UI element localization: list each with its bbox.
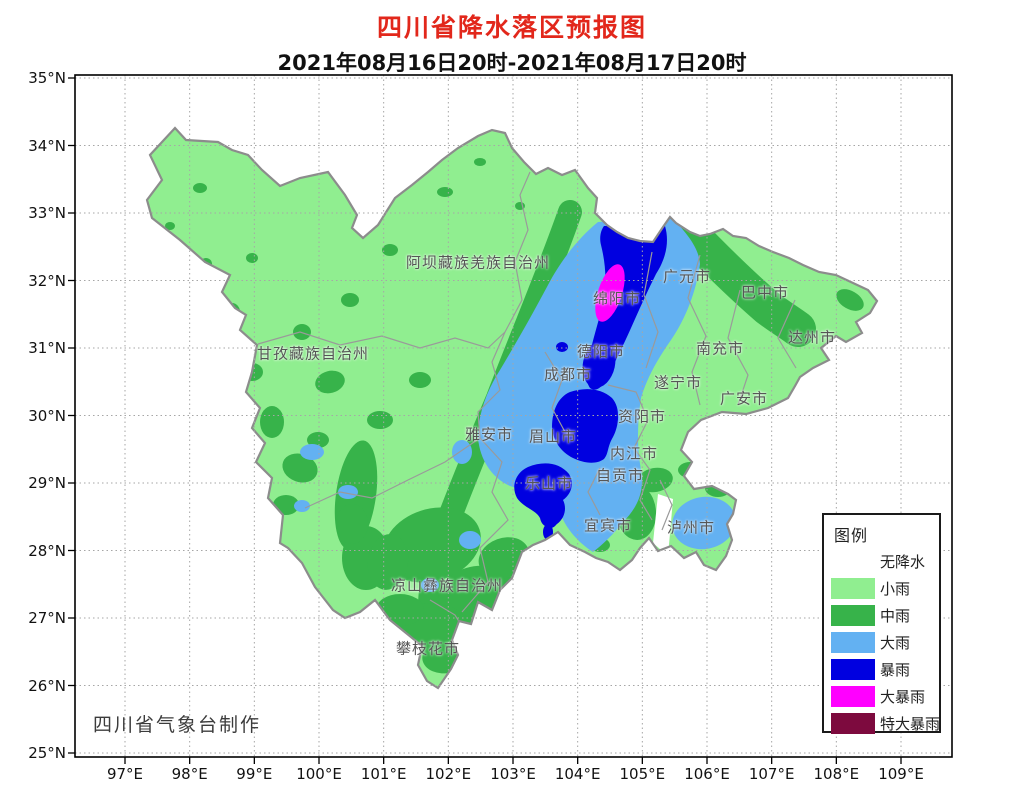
legend-rows: 无降水小雨中雨大雨暴雨大暴雨特大暴雨: [824, 548, 941, 737]
legend-row: 中雨: [824, 602, 939, 629]
x-tick-label: 104°E: [554, 765, 601, 783]
y-tick-label: 28°N: [28, 541, 66, 560]
city-boundaries: [257, 171, 797, 641]
x-tick-label: 106°E: [684, 765, 730, 783]
heavy-rainstorm-area: [595, 264, 625, 322]
map-region-label: 甘孜藏族自治州: [256, 344, 370, 363]
legend-label: 特大暴雨: [880, 715, 941, 733]
legend-row: 暴雨: [824, 656, 939, 683]
legend-swatch-heavy_rain: [831, 632, 875, 653]
legend-row: 特大暴雨: [824, 710, 941, 737]
map-region-label: 自贡市: [595, 466, 645, 485]
y-tick-label: 25°N: [28, 744, 66, 762]
map-region-label: 资阳市: [617, 407, 667, 426]
map-region-label: 眉山市: [528, 427, 578, 446]
x-tick-label: 98°E: [171, 765, 208, 783]
map-region-label: 广元市: [662, 267, 712, 286]
x-tick-label: 99°E: [236, 765, 273, 783]
legend-label: 中雨: [880, 607, 911, 625]
map-region-label: 泸州市: [666, 518, 716, 537]
map-region-label: 广安市: [719, 389, 769, 408]
y-tick-label: 26°N: [28, 676, 66, 695]
y-tick-label: 30°N: [28, 406, 66, 425]
rainstorm-areas: [514, 226, 667, 540]
legend-row: 小雨: [824, 575, 939, 602]
map-region-label: 德阳市: [576, 342, 626, 361]
map-region-label: 内江市: [609, 444, 659, 463]
map-region-label: 巴中市: [740, 283, 790, 302]
y-tick-label: 31°N: [28, 339, 66, 357]
legend-swatch-extreme_rainstorm: [831, 713, 875, 734]
map-region-label: 遂宁市: [653, 373, 703, 392]
map-region-label: 雅安市: [464, 425, 514, 444]
page-title: 四川省降水落区预报图: [376, 13, 647, 42]
legend-swatch-no_rain: [831, 551, 875, 572]
map-legend: 图例 无降水小雨中雨大雨暴雨大暴雨特大暴雨: [822, 513, 941, 734]
legend-swatch-rainstorm: [831, 659, 875, 680]
y-tick-label: 33°N: [28, 204, 66, 222]
y-tick-label: 35°N: [28, 69, 66, 87]
y-tick-label: 34°N: [28, 136, 66, 155]
forecast-period: 2021年08月16日20时-2021年08月17日20时: [277, 51, 747, 75]
legend-row: 大暴雨: [824, 683, 939, 710]
plot-border: [74, 74, 953, 758]
map-region-label: 攀枝花市: [395, 639, 461, 658]
x-tick-label: 109°E: [878, 765, 924, 783]
legend-row: 无降水: [824, 548, 939, 575]
legend-label: 大雨: [880, 634, 911, 652]
x-tick-label: 107°E: [748, 765, 795, 783]
map-region-label: 宜宾市: [583, 516, 633, 535]
map-region-label: 成都市: [543, 365, 593, 384]
map-region-label: 绵阳市: [592, 289, 642, 308]
y-tick-label: 29°N: [28, 474, 66, 492]
legend-swatch-heavy_rainstorm: [831, 686, 875, 707]
legend-title: 图例: [834, 526, 869, 545]
map-region-label: 南充市: [695, 339, 745, 358]
map-region-label: 达州市: [787, 328, 837, 347]
axis-ticks: [68, 77, 902, 764]
map-region-label: 凉山彝族自治州: [390, 576, 504, 595]
x-tick-label: 102°E: [425, 765, 472, 783]
legend-label: 小雨: [880, 580, 911, 598]
legend-swatch-light_rain: [831, 578, 875, 599]
legend-label: 无降水: [880, 553, 926, 571]
x-tick-label: 108°E: [813, 765, 860, 783]
map-region-label: 阿坝藏族羌族自治州: [405, 253, 551, 272]
y-tick-label: 32°N: [28, 271, 66, 290]
x-tick-label: 97°E: [106, 765, 144, 783]
x-tick-label: 103°E: [490, 765, 536, 783]
map-region-label: 乐山市: [524, 474, 574, 493]
x-tick-label: 101°E: [360, 765, 407, 783]
x-tick-label: 105°E: [619, 765, 666, 783]
legend-swatch-moderate_rain: [831, 605, 875, 626]
x-tick-label: 100°E: [296, 765, 342, 783]
legend-row: 大雨: [824, 629, 939, 656]
no-rain-patch: [653, 494, 673, 556]
y-tick-label: 27°N: [28, 609, 66, 627]
map-credit: 四川省气象台制作: [93, 714, 262, 736]
legend-label: 暴雨: [880, 661, 911, 679]
legend-label: 大暴雨: [880, 688, 926, 706]
